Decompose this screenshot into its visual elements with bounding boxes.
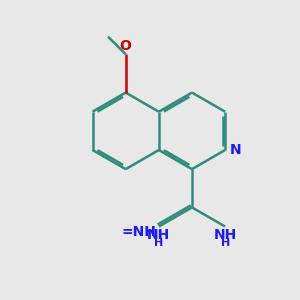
Text: NH: NH [214,228,237,242]
Text: =NH: =NH [121,225,156,239]
Text: H: H [154,238,164,248]
Text: O: O [120,39,132,53]
Text: H: H [220,238,230,248]
Text: NH: NH [147,228,170,242]
Text: N: N [230,143,241,157]
